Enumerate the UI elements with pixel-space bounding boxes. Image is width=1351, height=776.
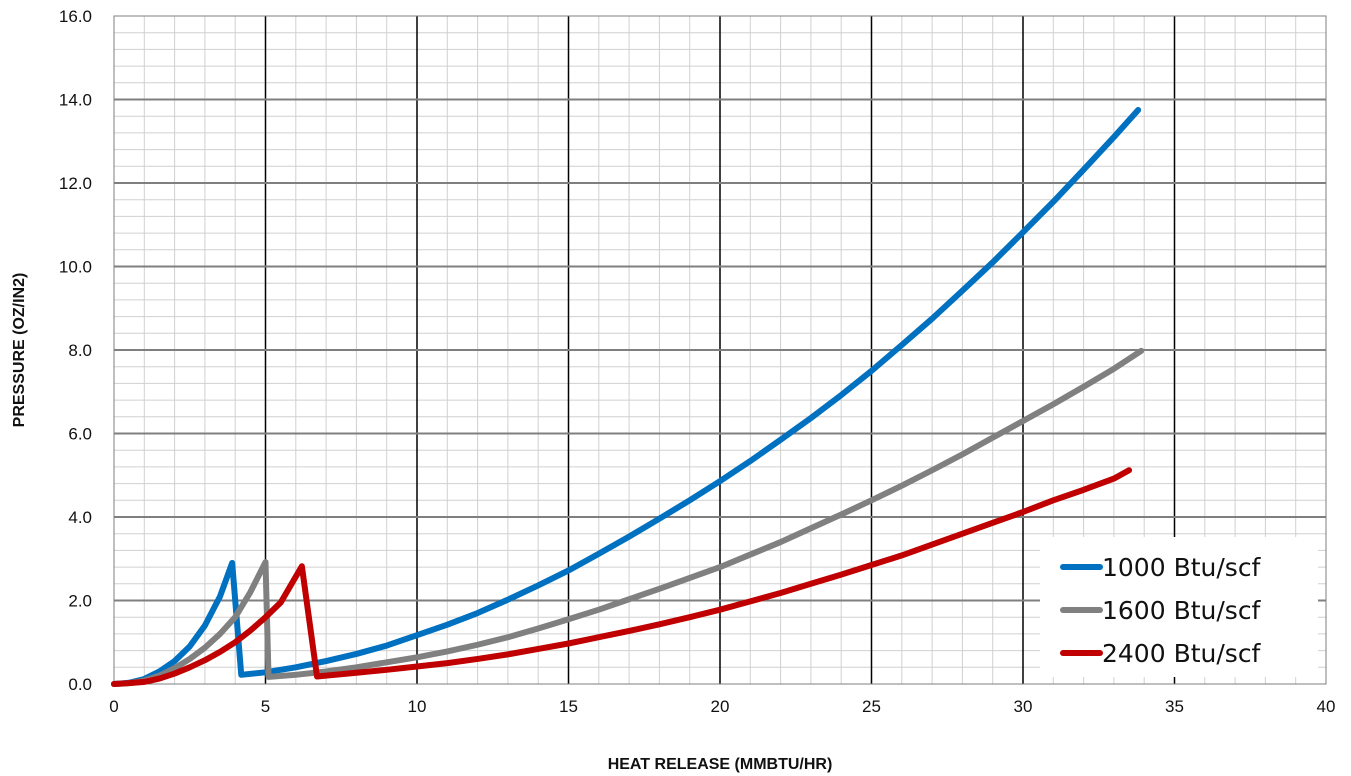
major-grid: [114, 16, 1326, 684]
y-tick-label: 16.0: [59, 7, 92, 26]
y-tick-label: 0.0: [68, 675, 92, 694]
y-tick-label: 2.0: [68, 592, 92, 611]
x-tick-label: 40: [1317, 697, 1336, 716]
legend-items: 1000 Btu/scf 1600 Btu/scf 2400 Btu/scf: [1060, 553, 1262, 668]
series-line-2: [111, 347, 1145, 687]
x-tick-label: 15: [559, 697, 578, 716]
y-tick-label: 10.0: [59, 258, 92, 277]
x-tick-label: 35: [1165, 697, 1184, 716]
series-line-1: [111, 106, 1142, 687]
y-axis-title: PRESSURE (OZ/IN2): [11, 273, 28, 428]
y-tick-label: 8.0: [68, 341, 92, 360]
x-tick-label: 0: [109, 697, 118, 716]
legend: 1000 Btu/scf 1600 Btu/scf 2400 Btu/scf: [1040, 537, 1318, 677]
y-tick-label: 4.0: [68, 508, 92, 527]
x-tick-label: 20: [711, 697, 730, 716]
x-axis-ticks: 0 5 10 15 20 25 30 35 40: [109, 697, 1335, 716]
legend-label-2: 1600 Btu/scf: [1102, 596, 1262, 625]
y-tick-label: 14.0: [59, 91, 92, 110]
x-tick-label: 5: [261, 697, 270, 716]
y-axis-ticks: 0.0 2.0 4.0 6.0 8.0 10.0 12.0 14.0 16.0: [59, 7, 92, 694]
x-tick-label: 10: [408, 697, 427, 716]
plot-border: [113, 15, 1327, 685]
y-tick-label: 6.0: [68, 425, 92, 444]
x-tick-label: 30: [1014, 697, 1033, 716]
series-line-3: [111, 467, 1133, 687]
y-tick-label: 12.0: [59, 174, 92, 193]
legend-label-1: 1000 Btu/scf: [1102, 553, 1262, 582]
x-tick-label: 25: [862, 697, 881, 716]
legend-label-3: 2400 Btu/scf: [1102, 639, 1262, 668]
x-axis-title: HEAT RELEASE (MMBTU/HR): [608, 756, 833, 773]
series-lines: [111, 106, 1145, 687]
